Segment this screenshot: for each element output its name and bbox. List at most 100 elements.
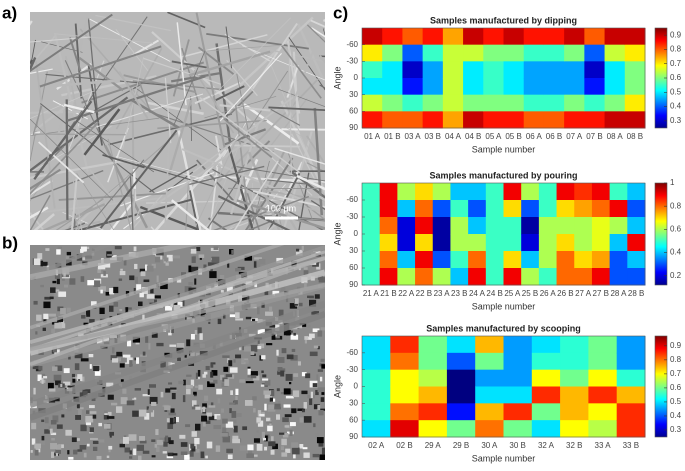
speckle [121, 358, 127, 363]
speckle [155, 444, 157, 448]
heat-cell [504, 336, 533, 353]
x-tick-label: 06 A [526, 132, 543, 141]
heat-cell [447, 420, 476, 437]
x-tick-label: 23 A [434, 289, 451, 298]
speckle [201, 416, 207, 422]
x-tick-label: 07 B [586, 132, 602, 141]
speckle [194, 278, 196, 284]
heat-cell [592, 251, 610, 269]
speckle [147, 266, 154, 272]
heat-cell [584, 111, 605, 128]
panel-label: c) [333, 3, 348, 22]
speckle [90, 364, 92, 369]
speckle [43, 314, 48, 320]
heat-cell [382, 28, 403, 45]
speckle [282, 348, 287, 353]
heat-cell [605, 111, 626, 128]
speckle [286, 396, 294, 399]
speckle [93, 280, 100, 287]
speckle [262, 374, 266, 377]
speckle [196, 373, 198, 379]
heat-cell [419, 370, 448, 387]
speckle [251, 345, 258, 352]
x-tick-label: 27 A [575, 289, 592, 298]
heat-cell [433, 183, 451, 201]
heat-cell [524, 111, 545, 128]
chart-title: Samples manufactured by scooping [426, 323, 581, 333]
heat-cell [468, 268, 486, 286]
heat-cell [380, 217, 398, 235]
speckle [173, 453, 178, 455]
heat-cell [588, 353, 617, 370]
speckle [321, 327, 327, 330]
heat-cell [362, 217, 380, 235]
speckle [120, 444, 125, 448]
heat-cell [521, 234, 539, 252]
heat-cell [504, 420, 533, 437]
speckle [264, 447, 267, 451]
heat-cell [380, 234, 398, 252]
heat-cell [584, 61, 605, 78]
heat-cell [443, 95, 464, 112]
speckle [257, 346, 261, 349]
speckle [231, 250, 234, 254]
speckle [144, 280, 150, 283]
heat-cell [557, 268, 575, 286]
speckle [251, 351, 255, 355]
heat-cell [362, 183, 380, 201]
speckle [191, 249, 197, 254]
heat-cell [443, 61, 464, 78]
speckle [161, 392, 164, 397]
speckle [310, 352, 318, 356]
heat-cell [627, 183, 645, 201]
heat-cell [362, 95, 383, 112]
speckle [235, 389, 238, 395]
heat-cell [483, 61, 504, 78]
heat-cell [625, 61, 646, 78]
heat-cell [468, 200, 486, 218]
speckle [147, 294, 155, 299]
speckle [277, 388, 280, 391]
heat-cell [447, 370, 476, 387]
x-tick-label: 29 A [425, 441, 442, 450]
speckle [37, 253, 42, 259]
heat-cell [560, 387, 589, 404]
speckle [136, 357, 139, 363]
heat-cell [532, 403, 561, 420]
heat-cell [617, 420, 646, 437]
heat-cell [362, 61, 383, 78]
heat-cell [443, 45, 464, 62]
speckle [201, 452, 205, 459]
x-tick-label: 05 B [505, 132, 521, 141]
heat-cell [486, 234, 504, 252]
speckle [289, 382, 291, 384]
speckle [206, 366, 210, 370]
colorbar-tick-label: 0.9 [670, 30, 682, 39]
heat-cell [557, 251, 575, 269]
speckle [99, 308, 104, 314]
heat-cell [390, 370, 419, 387]
x-tick-label: 01 A [364, 132, 381, 141]
heat-cell [524, 61, 545, 78]
heat-cell [419, 353, 448, 370]
heat-cell [443, 111, 464, 128]
speckle [279, 433, 284, 435]
speckle [170, 388, 176, 390]
speckle [271, 450, 275, 455]
speckle [191, 334, 195, 340]
x-tick-label: 33 A [595, 441, 612, 450]
heat-cell [539, 200, 557, 218]
speckle [216, 389, 222, 395]
speckle [229, 403, 235, 405]
heat-cell [475, 420, 504, 437]
speckle [317, 405, 320, 410]
speckle [226, 374, 232, 377]
speckle [317, 330, 322, 336]
heat-cell [610, 217, 628, 235]
heat-cell [415, 234, 433, 252]
speckle [287, 355, 294, 360]
y-tick-label: -60 [346, 40, 358, 49]
speckle [149, 384, 156, 388]
speckle [254, 438, 260, 443]
x-tick-label: 01 B [384, 132, 400, 141]
